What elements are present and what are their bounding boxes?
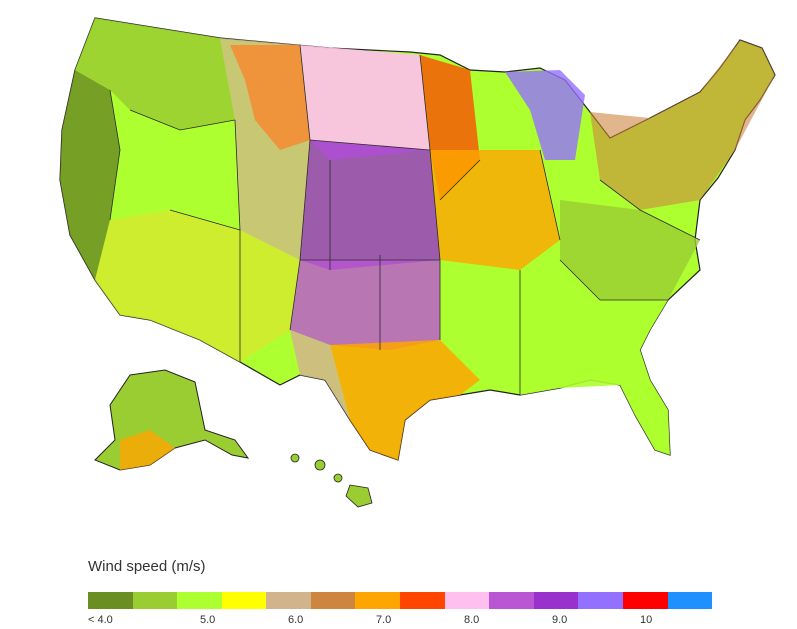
zone-appalachia <box>560 200 700 300</box>
legend-swatch <box>400 592 445 609</box>
zone-northern-plains <box>300 45 430 160</box>
zone-southeast <box>520 270 670 455</box>
zone-texas-gulf <box>330 340 480 460</box>
legend-title: Wind speed (m/s) <box>88 558 206 575</box>
zone-northwest <box>75 18 235 130</box>
legend-swatch <box>533 592 579 609</box>
legend-swatch <box>489 592 534 609</box>
legend-swatch <box>667 592 713 609</box>
legend-color-bar <box>88 592 713 609</box>
legend-tick-label: 6.0 <box>288 614 304 626</box>
legend-swatch <box>310 592 356 609</box>
state-boundaries <box>109 44 701 395</box>
legend-tick-label: 9.0 <box>552 614 568 626</box>
zone-texas-west <box>290 330 350 420</box>
zone-southwest <box>95 210 300 362</box>
zone-northeast <box>590 40 775 210</box>
legend-swatch <box>444 592 490 609</box>
zone-great-lakes <box>505 70 585 160</box>
legend-swatch <box>578 592 623 609</box>
zone-rocky-orange <box>230 45 310 150</box>
legend-tick-label: 8.0 <box>464 614 480 626</box>
legend-swatch <box>132 592 178 609</box>
alaska <box>94 369 250 471</box>
alaska-coast-zone <box>120 430 175 470</box>
zone-west-coast <box>60 70 120 280</box>
legend-tick-label: 10 <box>640 614 653 626</box>
hawaii <box>290 453 373 508</box>
zone-central-plains <box>300 140 440 270</box>
legend-swatch <box>266 592 311 609</box>
legend-swatch <box>622 592 668 609</box>
legend-tick-label: 7.0 <box>376 614 392 626</box>
legend-swatch <box>177 592 222 609</box>
legend-swatch <box>88 592 133 609</box>
zone-midwest <box>430 150 560 270</box>
zone-southern-plains <box>290 260 440 350</box>
legend-tick-label: < 4.0 <box>88 614 113 626</box>
legend-swatch <box>355 592 401 609</box>
legend-swatch <box>221 592 267 609</box>
legend-tick-label: 5.0 <box>200 614 216 626</box>
